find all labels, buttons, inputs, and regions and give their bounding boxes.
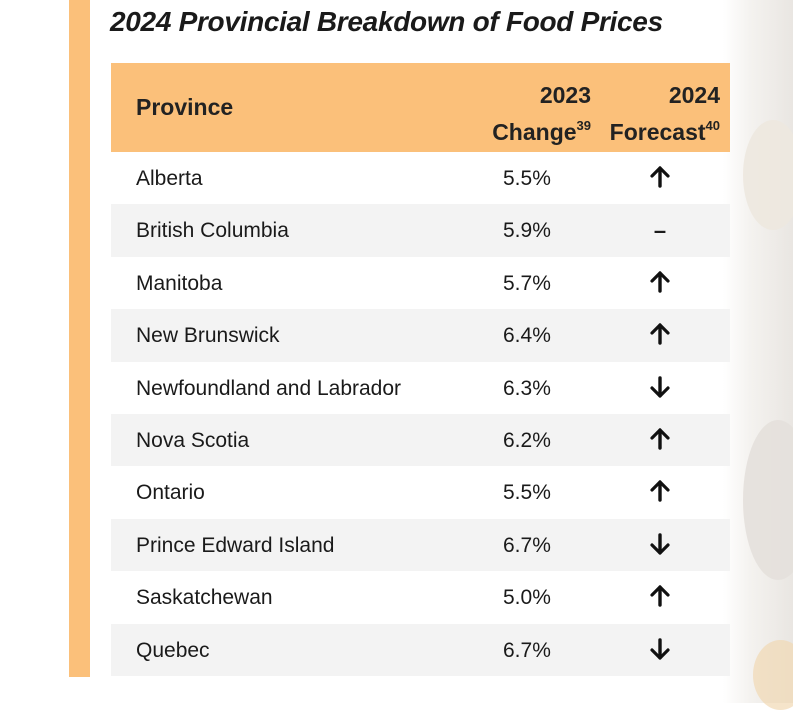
cell-province: Newfoundland and Labrador [136, 376, 402, 400]
accent-sidebar-bar [69, 0, 90, 677]
table-row: British Columbia 5.9% – [111, 204, 730, 257]
cell-province: Saskatchewan [136, 586, 273, 610]
arrow-down-icon [647, 533, 673, 555]
header-change-year: 2023 [539, 82, 591, 108]
table-row: Ontario 5.5% [111, 466, 730, 518]
header-forecast-text: Forecast [609, 119, 706, 145]
header-change-text: Change [492, 119, 577, 145]
cell-province: Ontario [136, 481, 205, 505]
arrow-up-icon [647, 323, 673, 345]
arrow-down-icon [647, 637, 673, 660]
cell-province: Alberta [136, 167, 203, 190]
arrow-up-icon [647, 271, 673, 293]
arrow-down-icon [647, 375, 673, 398]
dash-icon: – [653, 218, 667, 244]
photo-shape [743, 120, 793, 230]
header-forecast-label: Forecast40 [610, 114, 720, 151]
cell-2023-change: 6.4% [503, 324, 551, 348]
cell-province: Prince Edward Island [136, 533, 335, 557]
cell-2023-change: 6.7% [503, 638, 551, 662]
arrow-up-icon [647, 428, 673, 450]
cell-province: British Columbia [136, 219, 289, 243]
cell-province: Nova Scotia [136, 428, 250, 452]
background-photo-edge [723, 0, 793, 710]
footnote-ref: 40 [705, 118, 720, 133]
header-forecast-year: 2024 [668, 82, 720, 108]
cell-province: Manitoba [136, 271, 223, 295]
cell-2023-change: 5.5% [503, 167, 551, 190]
header-2023-change: 2023 Change39 [492, 77, 591, 151]
header-province: Province [136, 94, 234, 120]
table-body: Alberta 5.5% British Columbia 5.9% – Manitoba… [111, 152, 730, 676]
footnote-ref: 39 [576, 118, 591, 133]
cell-2023-change: 6.3% [503, 376, 551, 400]
header-2024-forecast: 2024 Forecast40 [610, 77, 720, 151]
arrow-up-icon [647, 585, 673, 607]
photo-shape [743, 420, 793, 580]
table-header: Province 2023 Change39 2024 Forecast40 [111, 63, 730, 152]
table-row: Newfoundland and Labrador 6.3% [111, 362, 730, 414]
arrow-up-icon [647, 480, 673, 503]
cell-2023-change: 5.0% [503, 586, 551, 610]
table-row: New Brunswick 6.4% [111, 309, 730, 362]
food-prices-table: Province 2023 Change39 2024 Forecast40 A… [111, 63, 730, 676]
cell-2023-change: 6.2% [503, 428, 551, 452]
arrow-up-icon [647, 166, 673, 188]
cell-2023-change: 5.7% [503, 271, 551, 295]
table-row: Prince Edward Island 6.7% [111, 518, 730, 572]
table-row: Alberta 5.5% [111, 152, 730, 204]
table-row: Manitoba 5.7% [111, 257, 730, 309]
cell-2023-change: 5.9% [503, 219, 551, 243]
table-row: Nova Scotia 6.2% [111, 413, 730, 467]
photo-shape [753, 640, 793, 710]
header-change-label: Change39 [492, 114, 591, 151]
cell-province: New Brunswick [136, 324, 280, 348]
cell-province: Quebec [136, 638, 210, 662]
page-title: 2024 Provincial Breakdown of Food Prices [110, 6, 663, 37]
table-row: Saskatchewan 5.0% [111, 571, 730, 623]
cell-2023-change: 6.7% [503, 533, 551, 557]
cell-2023-change: 5.5% [503, 481, 551, 505]
table-row: Quebec 6.7% [111, 623, 730, 676]
